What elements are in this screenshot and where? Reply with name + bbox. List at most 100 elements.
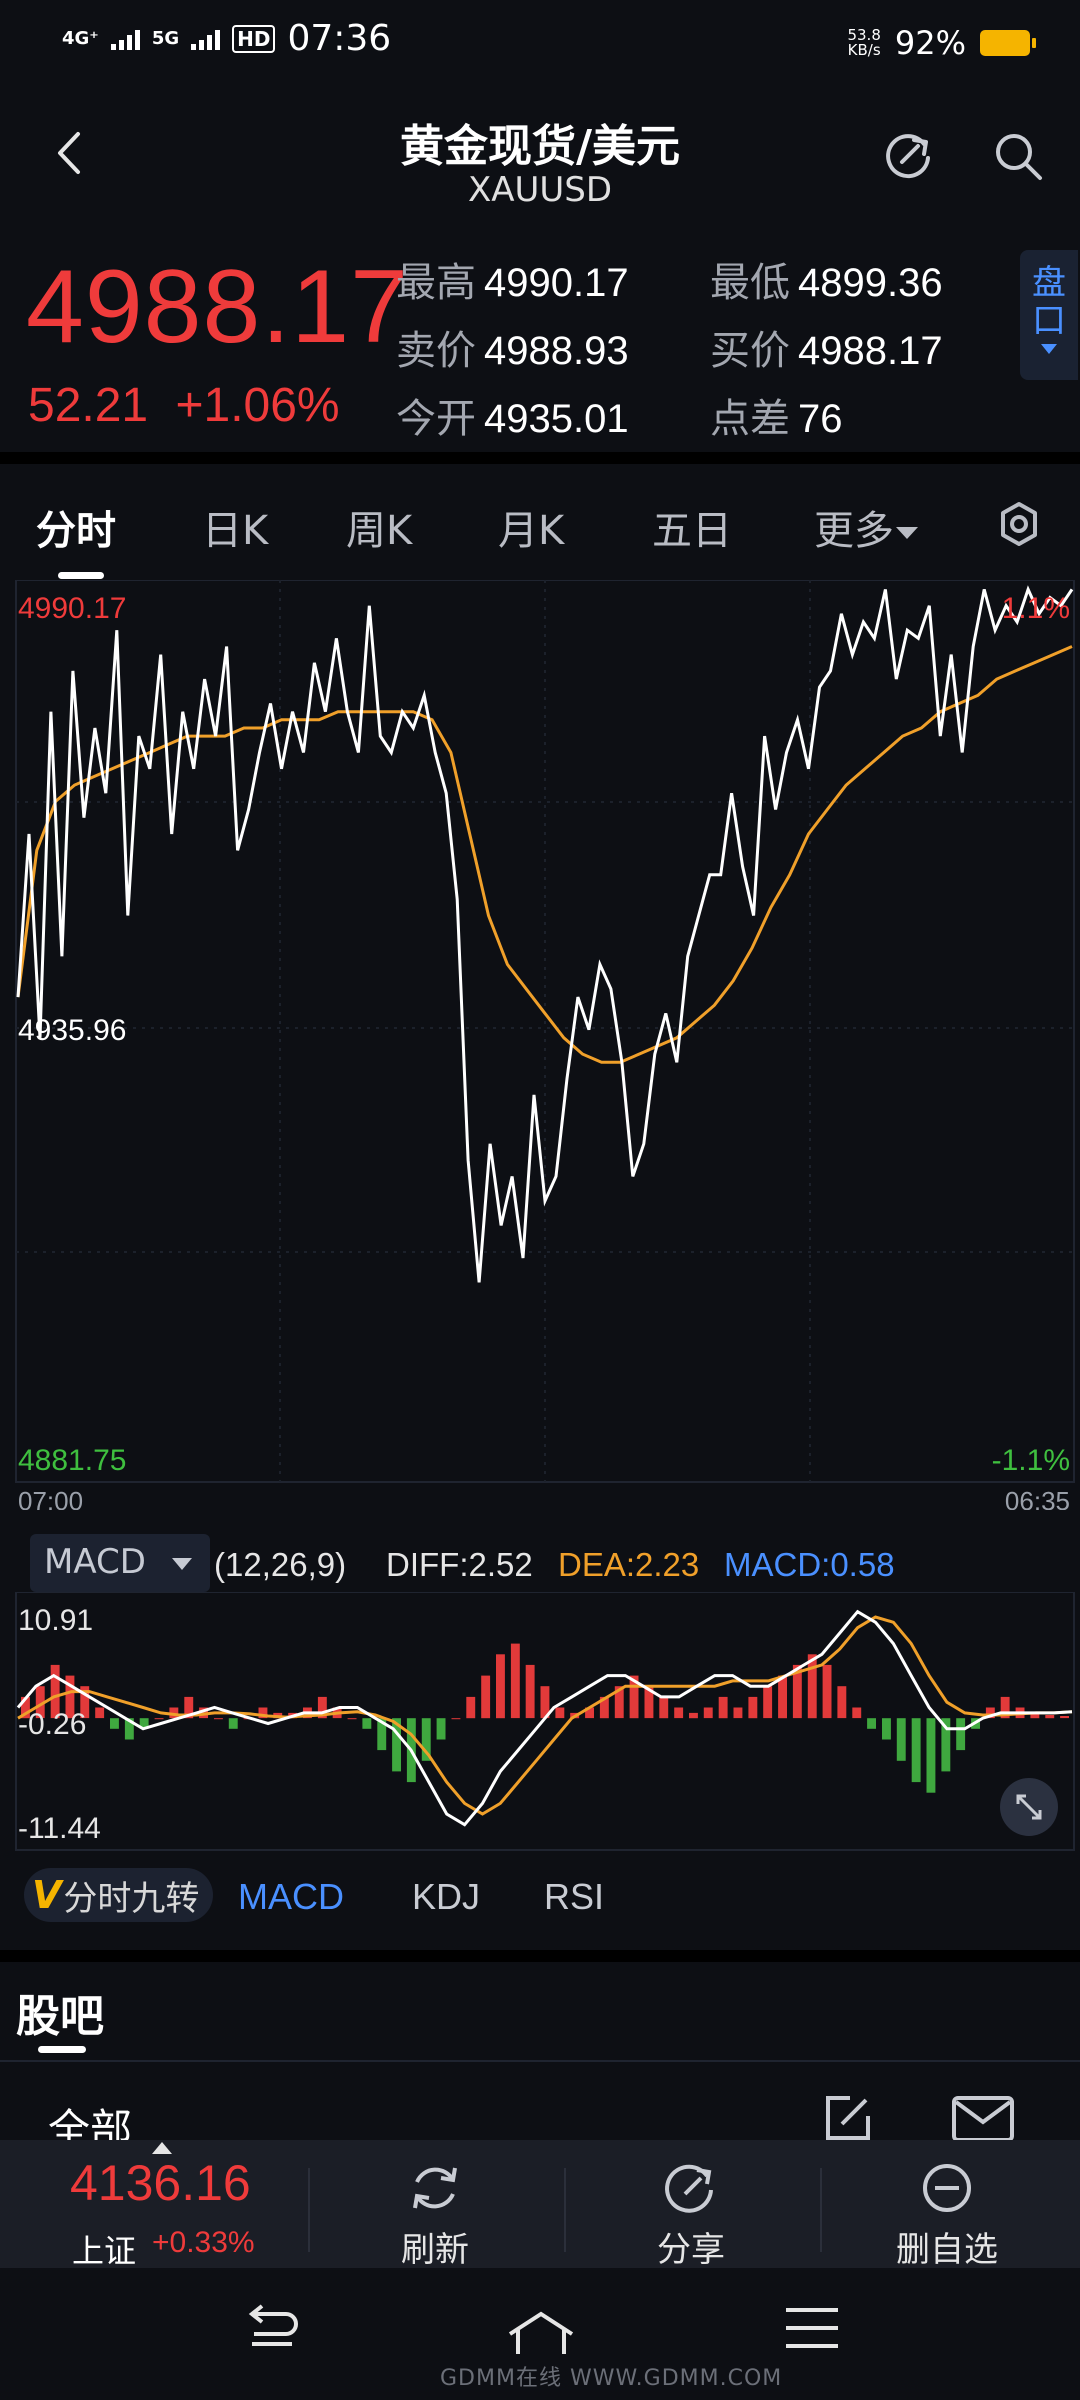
macd-bar [540,1686,550,1719]
signal-icon-2 [191,28,221,50]
macd-bar [585,1707,594,1719]
tab-intraday[interactable]: 分时 [36,508,116,554]
battery-icon [980,30,1036,56]
intraday-chart[interactable]: 4990.17 4935.96 4881.75 1.1% -1.1% 07:00… [0,580,1080,1510]
share-button[interactable]: 分享 [606,2160,776,2270]
caret-down-icon [896,527,918,539]
indicator-tab-rsi[interactable]: RSI [544,1876,605,1917]
macd-bar [985,1707,995,1719]
macd-frame [15,1592,1075,1851]
macd-bar [362,1718,372,1729]
menu-icon [786,2308,838,2348]
macd-bar [347,1718,357,1720]
pct-max-label: 1.1% [1002,592,1070,625]
macd-bar [50,1664,60,1719]
macd-bar [911,1718,921,1783]
macd-bar [644,1686,654,1719]
macd-bar [629,1675,639,1719]
macd-bar [1045,1715,1055,1719]
tab-more-label: 更多 [814,508,894,554]
macd-bar [926,1718,936,1793]
nav-menu-button[interactable] [778,2300,848,2360]
refresh-icon [886,134,930,179]
open-label: 今开 [396,396,476,442]
network-speed: 53.8 KB/s [847,28,880,58]
settings-button[interactable] [995,500,1043,548]
macd-bar [763,1686,773,1719]
macd-bar [599,1696,609,1719]
y-max-label: 4990.17 [18,592,126,625]
macd-bar [956,1718,966,1751]
message-button[interactable] [950,2094,1016,2144]
quote-buy: 买价 4988.17 [710,318,943,376]
network-4g-label: 4G⁺ [62,27,99,49]
macd-chart[interactable]: 10.91 -0.26 -11.44 [0,1592,1080,1854]
buy-label: 买价 [710,328,790,374]
caret-up-icon [152,2142,172,2154]
nav-home-button[interactable] [506,2310,576,2370]
macd-bar [35,1686,45,1719]
macd-bar [481,1675,491,1719]
hd-icon: HD [232,24,276,53]
macd-bar [614,1686,624,1719]
macd-bar [184,1696,194,1719]
expand-button[interactable] [1000,1778,1058,1836]
remove-watchlist-button[interactable]: 删自选 [862,2160,1032,2270]
macd-bar [792,1664,802,1719]
indicator-select[interactable]: MACD [30,1534,210,1592]
x-end-label: 06:35 [1005,1486,1070,1510]
indicator-tab-macd[interactable]: MACD [238,1876,344,1917]
index-name: 上证 [72,2232,137,2270]
tab-more[interactable]: 更多 [814,498,918,556]
tab-monthly-k[interactable]: 月K [498,508,565,554]
back-button[interactable] [50,128,90,178]
search-button[interactable] [990,128,1046,184]
macd-bar [1060,1716,1069,1719]
macd-bar [124,1718,134,1740]
macd-bar [392,1718,401,1772]
jiuzhuan-button[interactable]: V 分时九转 [24,1868,214,1922]
tab-weekly-k[interactable]: 周K [346,508,413,554]
tab-daily-k[interactable]: 日K [202,508,269,554]
refresh-icon [413,2167,457,2209]
macd-bar [778,1675,787,1719]
home-icon [508,2311,574,2354]
status-bar: 4G⁺ 5G HD 07:36 53.8 KB/s 92% [0,0,1080,84]
refresh-button[interactable]: 刷新 [350,2160,520,2270]
chevron-left-icon [58,132,80,174]
price-change: 52.21 +1.06% [28,378,340,433]
index-value[interactable]: 4136.16 [70,2155,251,2211]
x-start-label: 07:00 [18,1486,83,1510]
pankou-tab[interactable]: 盘口 [1020,250,1078,380]
refresh-share-button[interactable] [880,128,936,184]
quote-low: 最低 4899.36 [710,250,943,308]
edit-icon [826,2096,870,2140]
macd-bar [258,1707,268,1719]
status-right: 53.8 KB/s 92% [847,24,1036,62]
y-min-label: 4881.75 [18,1444,126,1477]
indicator-tab-kdj[interactable]: KDJ [412,1876,481,1917]
guba-title[interactable]: 股吧 [16,1991,104,2042]
status-left: 4G⁺ 5G HD 07:36 [62,18,391,59]
sell-value: 4988.93 [484,329,629,373]
diff-line [16,1609,1073,1827]
macd-bar [867,1718,876,1729]
divider [0,2060,1080,2062]
macd-bar [421,1718,431,1761]
macd-bar [837,1686,847,1719]
change-value: 52.21 [28,379,149,432]
chart-grid [16,580,1074,1482]
divider [0,1950,1080,1962]
macd-bar [154,1718,164,1720]
macd-bar [80,1686,90,1719]
tab-five-day[interactable]: 五日 [652,508,732,554]
macd-bar [882,1718,891,1740]
quote-sell: 卖价 4988.93 [396,318,629,376]
post-button[interactable] [820,2090,876,2146]
macd-bar [65,1675,75,1719]
nav-back-button[interactable] [236,2300,306,2360]
macd-bar [377,1718,387,1751]
y-mid-label: 4935.96 [18,1014,126,1047]
macd-dea: DEA:2.23 [558,1546,700,1583]
indicator-select-value: MACD [44,1542,146,1582]
